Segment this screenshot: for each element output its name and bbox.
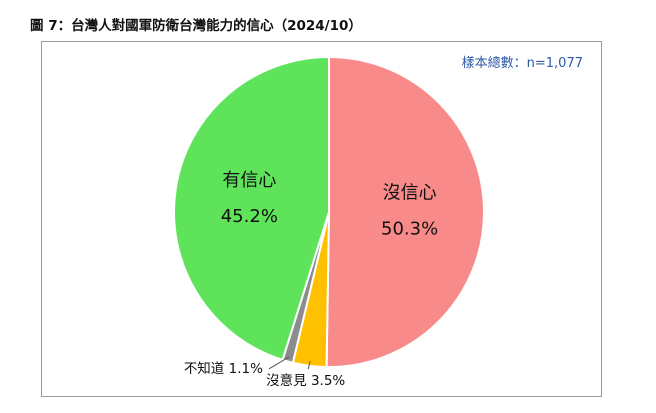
chart-frame: 樣本總數：n=1,077 沒信心 50.3% 有信心 45.2% 沒意見 3.5% 不知道… [41,41,602,397]
callout-line-2 [268,356,290,370]
slice-label-3: 有信心 [222,170,276,191]
slice-value-0: 50.3% [381,219,438,240]
slice-value-3: 45.2% [221,206,278,227]
callout-label-2: 不知道 1.1% [184,360,263,377]
callout-label-1: 沒意見 3.5% [266,372,345,389]
pie-slice-3 [173,55,330,362]
callout-line-1 [307,361,311,370]
pie-slice-0 [325,55,485,368]
slice-label-0: 沒信心 [383,183,437,204]
sample-size-note: 樣本總數：n=1,077 [461,56,583,71]
pie-chart: 沒信心 50.3% 有信心 45.2% 沒意見 3.5%不知道 1.1% [173,55,485,389]
chart-title: 圖 7：台灣人對國軍防衛台灣能力的信心（2024/10） [30,18,362,34]
